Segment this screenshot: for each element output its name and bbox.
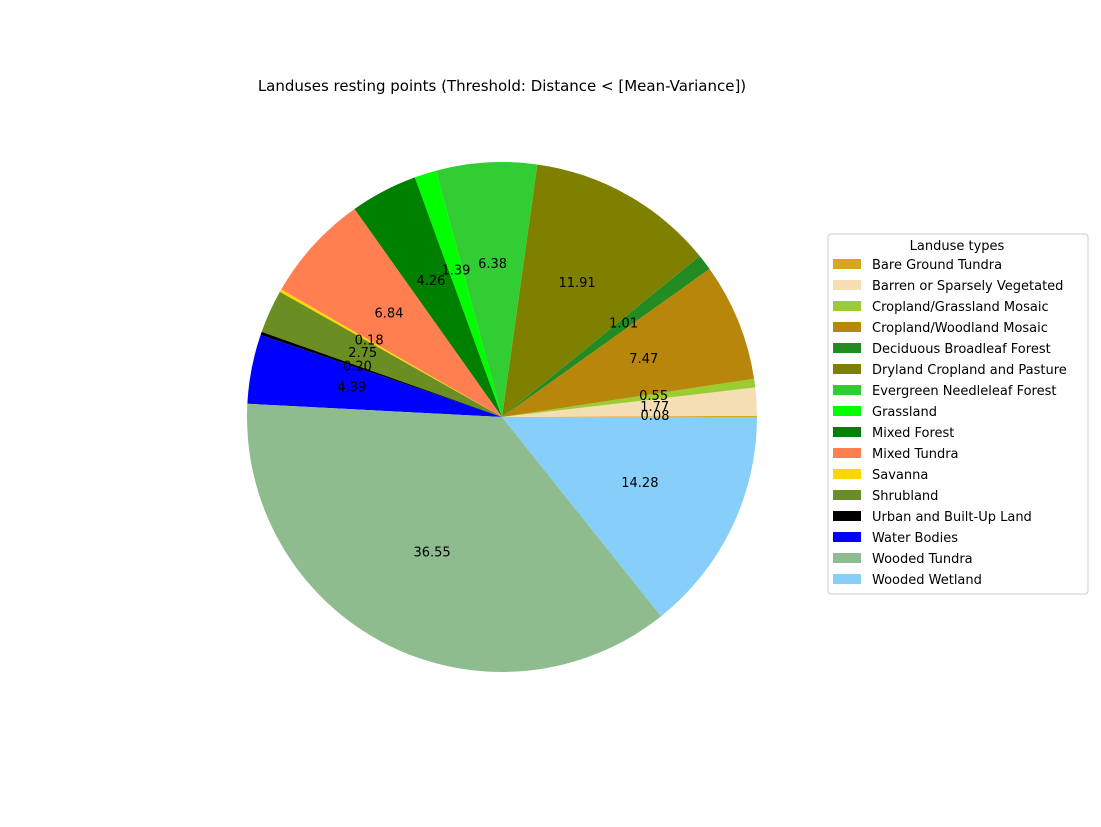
legend-swatch: [833, 574, 861, 584]
slice-label-barren-or-sparsely-vegetated: 1.77: [640, 400, 669, 415]
legend-swatch: [833, 259, 861, 269]
slice-label-dryland-cropland-and-pasture: 11.91: [558, 276, 595, 291]
legend-label: Bare Ground Tundra: [872, 258, 1002, 273]
pie-slice-mixed-tundra: [281, 208, 502, 417]
legend-swatch: [833, 553, 861, 563]
legend-swatch: [833, 406, 861, 416]
legend-swatch: [833, 322, 861, 332]
pie-slice-deciduous-broadleaf-forest: [502, 255, 710, 417]
legend-label: Urban and Built-Up Land: [872, 510, 1032, 525]
slice-label-savanna: 0.18: [355, 334, 384, 349]
legend-label: Cropland/Woodland Mosaic: [872, 321, 1048, 336]
slice-label-shrubland: 2.75: [348, 346, 377, 361]
pie-slice-bare-ground-tundra: [502, 415, 757, 417]
slice-label-water-bodies: 4.39: [337, 381, 366, 396]
legend-item-cropland-grassland-mosaic: Cropland/Grassland Mosaic: [833, 300, 1049, 315]
legend-item-mixed-tundra: Mixed Tundra: [833, 447, 959, 462]
slice-label-grassland: 1.39: [442, 264, 471, 279]
legend-items: Bare Ground Tundra Barren or Sparsely Veg…: [833, 258, 1067, 588]
legend: Landuse types Bare Ground Tundra Barren o…: [827, 233, 1089, 595]
legend-swatch: [833, 385, 861, 395]
slice-label-bare-ground-tundra: 0.08: [641, 409, 670, 424]
legend-item-deciduous-broadleaf-forest: Deciduous Broadleaf Forest: [833, 342, 1051, 357]
legend-item-wooded-wetland: Wooded Wetland: [833, 573, 982, 588]
slice-label-wooded-wetland: 14.28: [621, 476, 658, 491]
legend-label: Mixed Forest: [872, 426, 954, 441]
pie-slice-urban-and-built-up-land: [260, 331, 502, 417]
pie-slice-water-bodies: [247, 334, 502, 417]
legend-label: Shrubland: [872, 489, 938, 504]
pie-slice-cropland-grassland-mosaic: [502, 378, 756, 417]
pie-slice-savanna: [279, 289, 502, 417]
legend-item-cropland-woodland-mosaic: Cropland/Woodland Mosaic: [833, 321, 1048, 336]
legend-label: Savanna: [872, 468, 928, 483]
slice-label-wooded-tundra: 36.55: [413, 546, 450, 561]
pie-slice-barren-or-sparsely-vegetated: [502, 387, 757, 417]
legend-label: Deciduous Broadleaf Forest: [872, 342, 1051, 357]
legend-label: Water Bodies: [872, 531, 958, 546]
slice-label-mixed-forest: 4.26: [416, 274, 445, 289]
slice-label-urban-and-built-up-land: 0.20: [343, 359, 372, 374]
legend-label: Wooded Tundra: [872, 552, 973, 567]
legend-item-water-bodies: Water Bodies: [833, 531, 958, 546]
slice-label-deciduous-broadleaf-forest: 1.01: [609, 317, 638, 332]
legend-swatch: [833, 301, 861, 311]
legend-item-evergreen-needleleaf-forest: Evergreen Needleleaf Forest: [833, 384, 1056, 399]
pie-slice-mixed-forest: [354, 177, 502, 417]
legend-frame: [827, 233, 1089, 595]
pie-slice-grassland: [414, 170, 502, 417]
legend-item-grassland: Grassland: [833, 405, 937, 420]
legend-swatch: [833, 343, 861, 353]
legend-label: Barren or Sparsely Vegetated: [872, 279, 1063, 294]
legend-swatch: [833, 448, 861, 458]
slice-label-evergreen-needleleaf-forest: 6.38: [478, 257, 507, 272]
legend-item-dryland-cropland-and-pasture: Dryland Cropland and Pasture: [833, 363, 1067, 378]
slice-label-cropland-woodland-mosaic: 7.47: [629, 352, 658, 367]
legend-swatch: [833, 532, 861, 542]
pie-slice-dryland-cropland-and-pasture: [502, 164, 700, 417]
legend-swatch: [833, 511, 861, 521]
legend-label: Grassland: [872, 405, 937, 420]
legend-item-barren-or-sparsely-vegetated: Barren or Sparsely Vegetated: [833, 279, 1063, 294]
pie-slice-evergreen-needleleaf-forest: [435, 162, 538, 417]
legend-label: Wooded Wetland: [872, 573, 982, 588]
slice-label-cropland-grassland-mosaic: 0.55: [639, 389, 668, 404]
slice-label-mixed-tundra: 6.84: [374, 306, 403, 321]
legend-swatch: [833, 427, 861, 437]
legend-item-wooded-tundra: Wooded Tundra: [833, 552, 973, 567]
pie-slice-wooded-wetland: [502, 417, 757, 617]
legend-item-shrubland: Shrubland: [833, 489, 938, 504]
legend-title: Landuse types: [910, 239, 1005, 254]
pie-slices: [247, 162, 757, 672]
legend-item-bare-ground-tundra: Bare Ground Tundra: [833, 258, 1002, 273]
legend-swatch: [833, 364, 861, 374]
chart-title: Landuses resting points (Threshold: Dist…: [258, 77, 746, 95]
legend-swatch: [833, 280, 861, 290]
legend-label: Mixed Tundra: [872, 447, 959, 462]
legend-label: Evergreen Needleleaf Forest: [872, 384, 1056, 399]
legend-item-savanna: Savanna: [833, 468, 928, 483]
legend-label: Dryland Cropland and Pasture: [872, 363, 1067, 378]
legend-swatch: [833, 469, 861, 479]
legend-swatch: [833, 490, 861, 500]
legend-label: Cropland/Grassland Mosaic: [872, 300, 1049, 315]
pie-slice-labels: 0.081.770.55 7.47 1.01 11.91 6.38 1.394.26 6.8…: [337, 257, 669, 561]
pie-slice-wooded-tundra: [247, 403, 662, 672]
legend-item-urban-and-built-up-land: Urban and Built-Up Land: [833, 510, 1032, 525]
pie-slice-cropland-woodland-mosaic: [502, 268, 755, 417]
pie-slice-shrubland: [261, 291, 502, 417]
legend-item-mixed-forest: Mixed Forest: [833, 426, 954, 441]
